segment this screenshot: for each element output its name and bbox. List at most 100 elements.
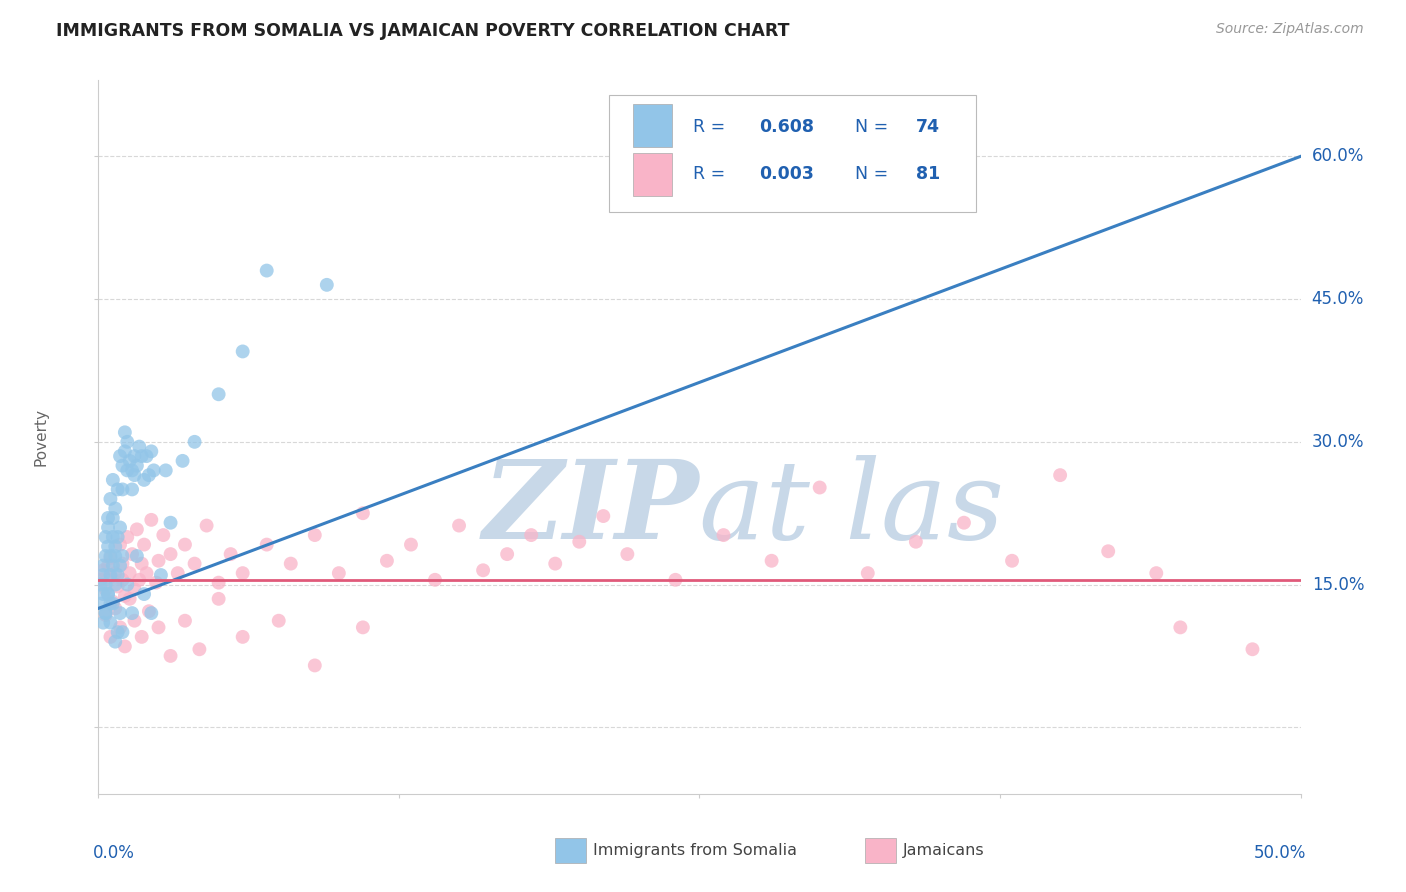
Point bbox=[423, 573, 446, 587]
Point bbox=[447, 518, 470, 533]
Point bbox=[100, 550, 122, 565]
Point bbox=[1049, 468, 1071, 483]
Point bbox=[472, 563, 495, 577]
Point bbox=[124, 582, 146, 597]
Point bbox=[124, 614, 146, 628]
Text: 45.0%: 45.0% bbox=[1312, 290, 1364, 308]
Point bbox=[100, 491, 122, 506]
Point bbox=[107, 625, 129, 640]
Point bbox=[117, 463, 139, 477]
Point bbox=[100, 615, 122, 630]
Point bbox=[108, 558, 131, 573]
Point bbox=[100, 568, 122, 582]
Text: ZIP: ZIP bbox=[482, 455, 699, 562]
Point bbox=[121, 606, 143, 620]
Point bbox=[399, 538, 422, 552]
Text: IMMIGRANTS FROM SOMALIA VS JAMAICAN POVERTY CORRELATION CHART: IMMIGRANTS FROM SOMALIA VS JAMAICAN POVE… bbox=[56, 22, 790, 40]
Point bbox=[104, 549, 127, 563]
Point bbox=[953, 516, 976, 530]
Point bbox=[232, 344, 254, 359]
Point bbox=[118, 454, 141, 468]
Point bbox=[256, 538, 278, 552]
Point bbox=[111, 458, 134, 473]
Point bbox=[108, 520, 131, 534]
Point bbox=[114, 589, 136, 603]
Text: Poverty: Poverty bbox=[34, 408, 48, 467]
Point bbox=[131, 557, 153, 571]
Point bbox=[94, 549, 117, 563]
Point bbox=[94, 582, 117, 597]
Point bbox=[97, 540, 120, 554]
Point bbox=[188, 642, 211, 657]
Point bbox=[90, 577, 112, 591]
Point bbox=[1097, 544, 1119, 558]
Point bbox=[104, 601, 127, 615]
Point bbox=[114, 425, 136, 440]
Point bbox=[208, 591, 231, 606]
Point bbox=[132, 473, 155, 487]
Point bbox=[101, 558, 124, 573]
Point bbox=[101, 595, 124, 609]
Point bbox=[1001, 554, 1024, 568]
Point bbox=[304, 528, 326, 542]
Point bbox=[352, 620, 374, 634]
Point bbox=[108, 449, 131, 463]
Point bbox=[94, 606, 117, 620]
Point bbox=[174, 614, 197, 628]
Text: 30.0%: 30.0% bbox=[1312, 433, 1364, 450]
Point bbox=[101, 511, 124, 525]
Point bbox=[104, 540, 127, 554]
Point bbox=[101, 473, 124, 487]
Point bbox=[141, 606, 163, 620]
Point bbox=[592, 509, 614, 524]
Point bbox=[208, 387, 231, 401]
Point bbox=[352, 506, 374, 520]
Point bbox=[142, 463, 165, 477]
Point bbox=[114, 444, 136, 458]
Point bbox=[904, 534, 927, 549]
Text: R =: R = bbox=[693, 166, 731, 184]
Point bbox=[97, 520, 120, 534]
Point bbox=[118, 591, 141, 606]
Point bbox=[117, 434, 139, 449]
Point bbox=[267, 614, 290, 628]
Point bbox=[111, 549, 134, 563]
Point bbox=[90, 573, 112, 587]
Point bbox=[131, 630, 153, 644]
Point bbox=[1241, 642, 1264, 657]
Point bbox=[149, 568, 172, 582]
Point bbox=[107, 568, 129, 582]
Point bbox=[808, 481, 831, 495]
Point bbox=[135, 566, 157, 581]
Point bbox=[107, 483, 129, 497]
Point bbox=[138, 604, 160, 618]
Text: 15.0%: 15.0% bbox=[1312, 575, 1364, 593]
Point bbox=[117, 530, 139, 544]
Point bbox=[100, 549, 122, 563]
Point bbox=[100, 597, 122, 611]
Point bbox=[1170, 620, 1192, 634]
Point bbox=[111, 625, 134, 640]
Point bbox=[544, 557, 567, 571]
Text: 60.0%: 60.0% bbox=[1312, 147, 1364, 165]
Point bbox=[108, 606, 131, 620]
Point bbox=[135, 449, 157, 463]
Point bbox=[183, 434, 205, 449]
FancyBboxPatch shape bbox=[633, 153, 672, 196]
Point bbox=[183, 557, 205, 571]
Text: Immigrants from Somalia: Immigrants from Somalia bbox=[593, 843, 797, 857]
Point bbox=[568, 534, 591, 549]
Point bbox=[100, 570, 122, 584]
Point bbox=[131, 449, 153, 463]
Text: 0.608: 0.608 bbox=[759, 118, 814, 136]
Text: N =: N = bbox=[844, 166, 893, 184]
Point bbox=[101, 530, 124, 544]
Point bbox=[101, 597, 124, 611]
Point bbox=[107, 530, 129, 544]
Point bbox=[125, 549, 148, 563]
Point bbox=[104, 501, 127, 516]
Point bbox=[128, 440, 150, 454]
Text: N =: N = bbox=[844, 118, 893, 136]
Point bbox=[117, 577, 139, 591]
Point bbox=[174, 538, 197, 552]
